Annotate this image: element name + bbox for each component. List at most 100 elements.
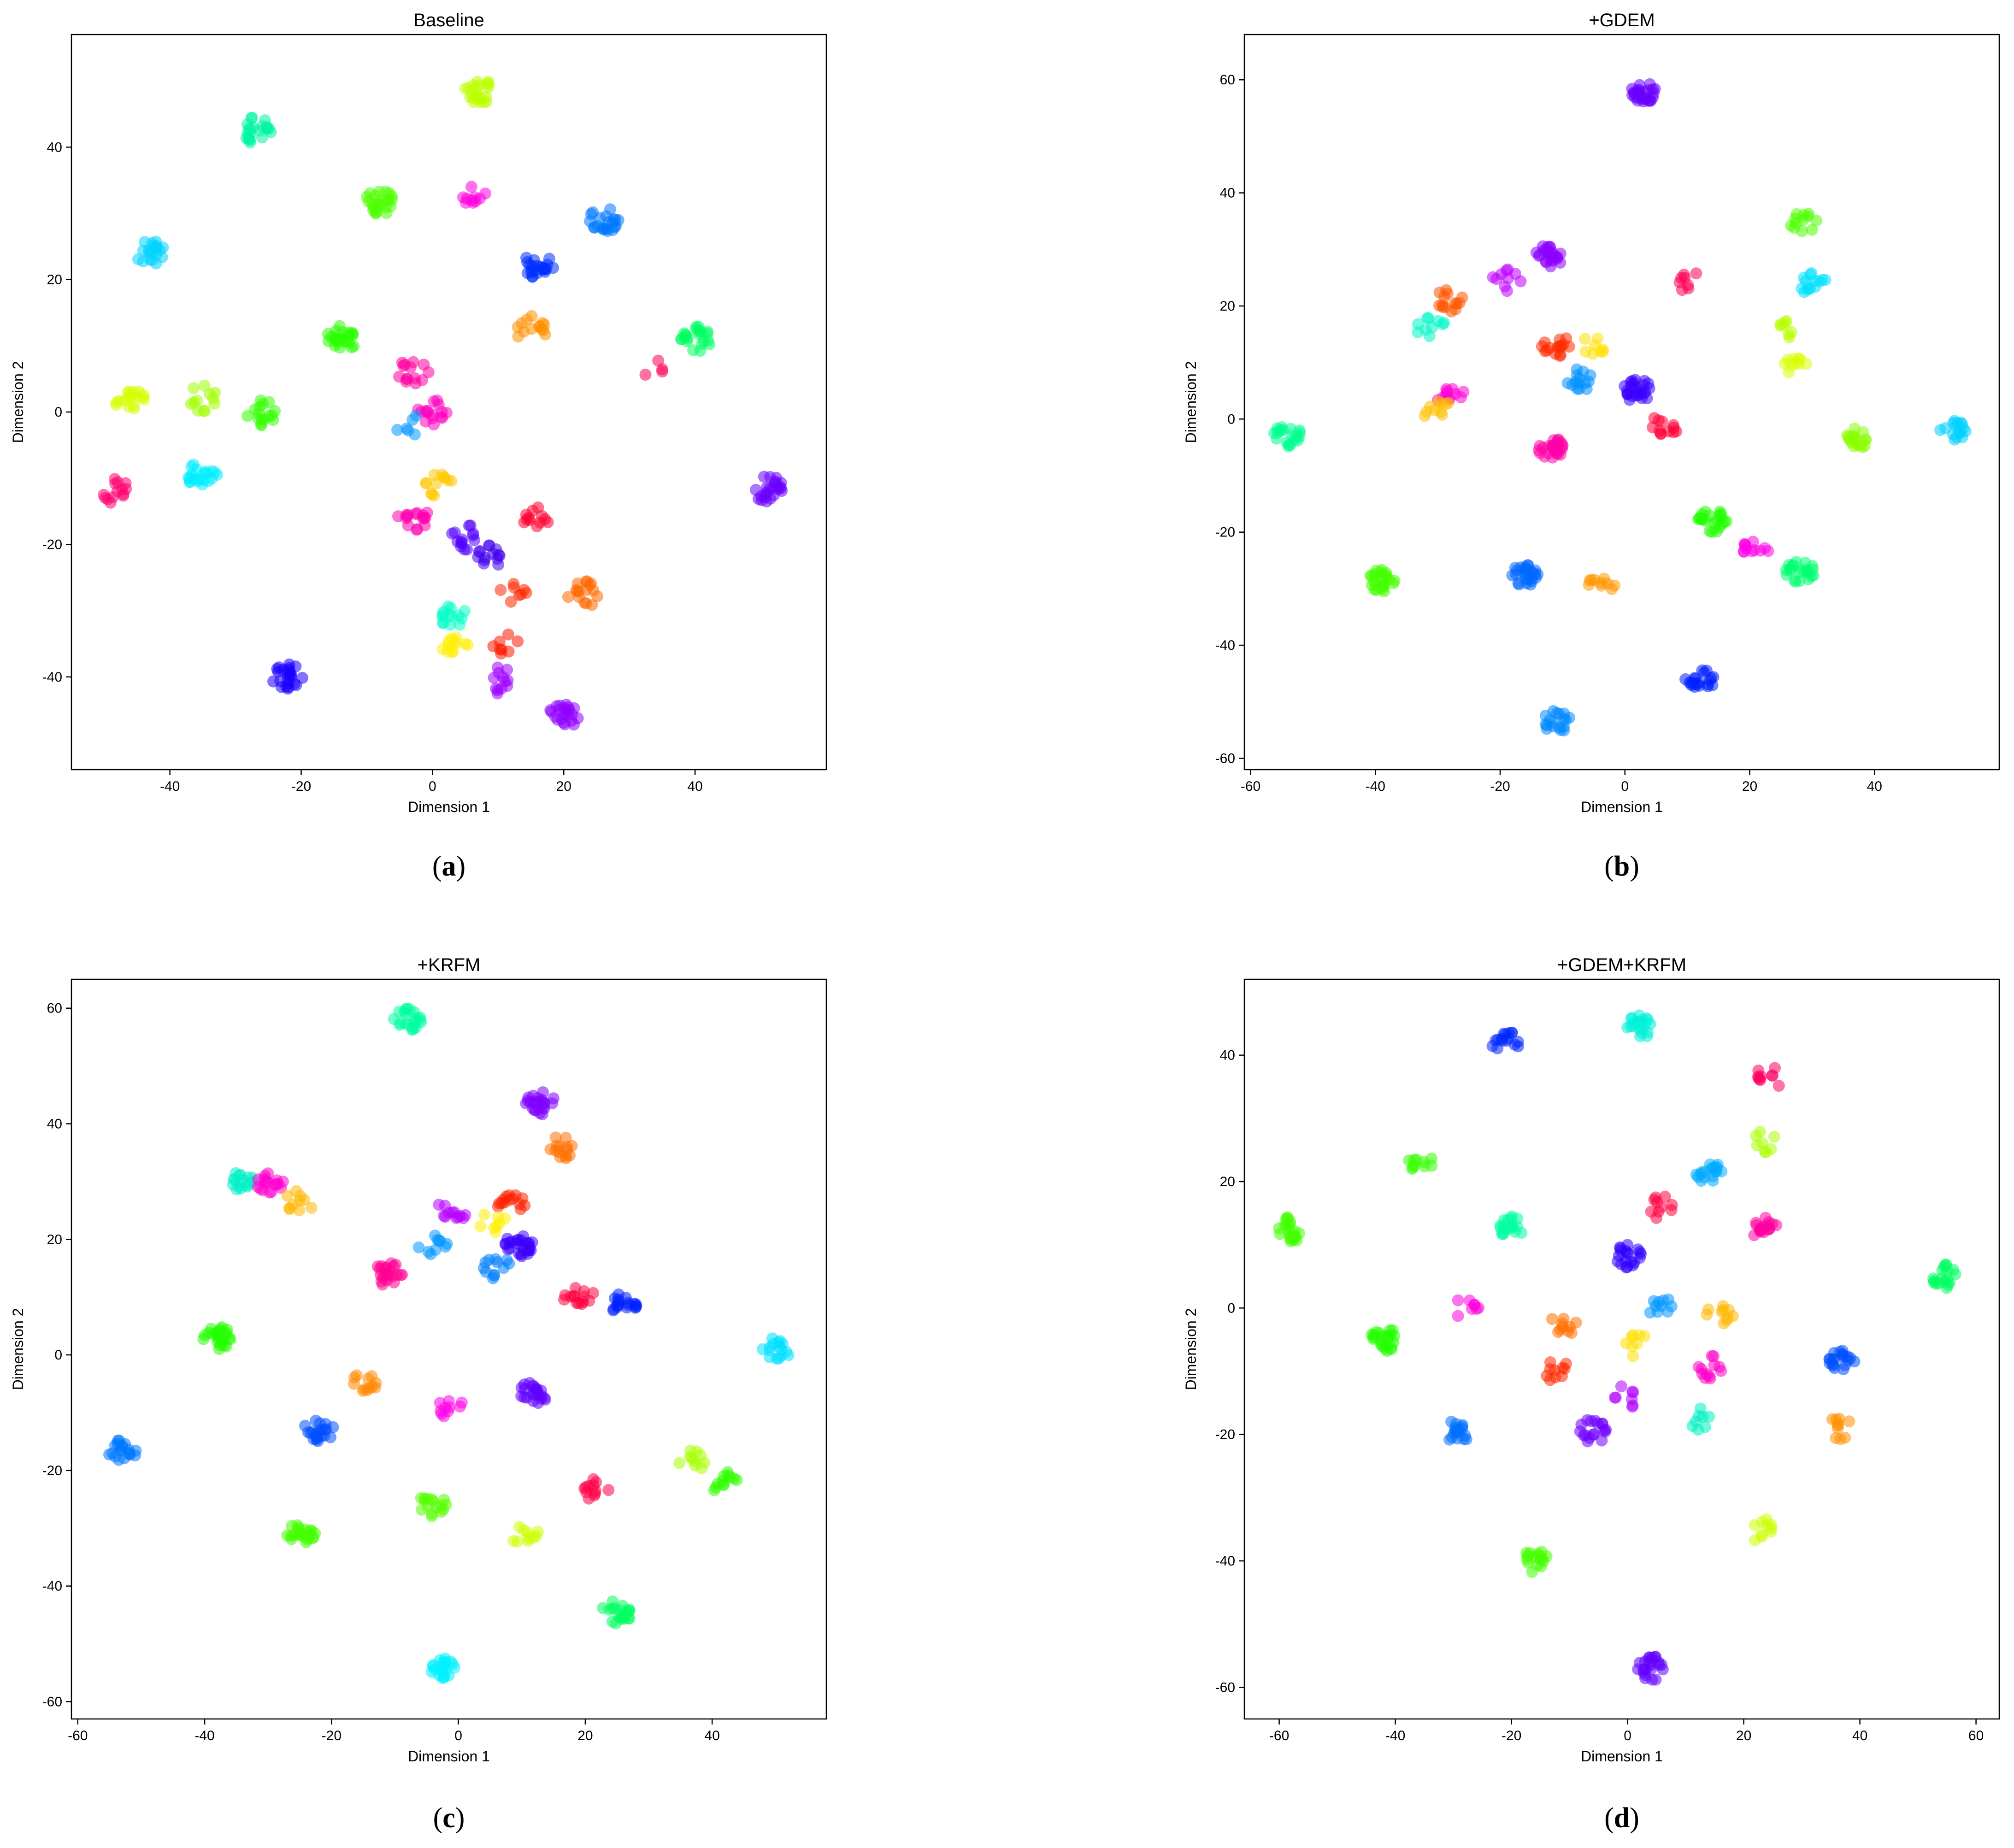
scatter-point [585, 577, 597, 589]
scatter-point [396, 1268, 408, 1281]
scatter-point [467, 91, 479, 104]
scatter-point [307, 1433, 320, 1445]
panel-caption: (c) [433, 1802, 465, 1834]
scatter-point [1435, 406, 1447, 418]
scatter-point [588, 222, 601, 234]
scatter-point [528, 1380, 540, 1393]
scatter-point [347, 328, 359, 340]
scatter-point [520, 513, 533, 526]
scatter-point [456, 533, 468, 546]
scatter-point [1667, 426, 1680, 439]
x-axis-label: Dimension 1 [1581, 799, 1663, 815]
scatter-point [1645, 1206, 1657, 1218]
scatter-point [1749, 1519, 1761, 1531]
x-tick-label: 20 [577, 1728, 593, 1743]
scatter-point [606, 1615, 618, 1628]
scatter-point [1750, 1219, 1763, 1231]
scatter-point [1286, 1231, 1298, 1244]
scatter-point [412, 1241, 425, 1254]
scatter-point [1767, 1070, 1778, 1082]
scatter-point [561, 1141, 573, 1154]
scatter-point [1843, 1415, 1855, 1428]
scatter-point [1834, 1433, 1847, 1445]
scatter-point [630, 1300, 642, 1312]
scatter-point [1625, 1393, 1638, 1405]
x-axis-label: Dimension 1 [408, 1748, 490, 1765]
scatter-point [203, 388, 216, 400]
scatter-point [1578, 333, 1591, 345]
scatter-point [1832, 1418, 1844, 1430]
x-tick-label: 0 [429, 779, 436, 794]
scatter-point [283, 1202, 295, 1214]
scatter-point [1630, 381, 1642, 394]
x-tick-label: -40 [160, 779, 180, 794]
scatter-point [1651, 1306, 1664, 1318]
scatter-point [1512, 577, 1525, 589]
x-axis-ticks: -60 -40 -20 0 20 40 [68, 1719, 720, 1743]
y-axis-label: Dimension 2 [1183, 361, 1199, 443]
scatter-point [515, 1390, 528, 1402]
scatter-point [1646, 1673, 1658, 1686]
scatter-point [265, 1186, 277, 1198]
scatter-point [406, 1021, 419, 1034]
panel-caption: (d) [1604, 1802, 1639, 1834]
x-tick-label: -60 [1241, 779, 1260, 794]
scatter-point [603, 1603, 616, 1616]
scatter-point [1408, 1154, 1420, 1166]
scatter-point [1635, 1248, 1647, 1260]
scatter-point [532, 501, 544, 514]
scatter-point [1539, 709, 1552, 722]
scatter-point [391, 424, 404, 436]
scatter-point [1425, 1159, 1438, 1172]
scatter-point [505, 595, 517, 608]
scatter-point [267, 414, 279, 426]
scatter-point [1544, 1356, 1556, 1368]
scatter-point [117, 489, 130, 502]
panel-title: +GDEM+KRFM [1557, 955, 1686, 975]
scatter-point [415, 1504, 428, 1516]
scatter-point [116, 1440, 128, 1452]
scatter-point [1591, 332, 1604, 345]
y-tick-label: 60 [1220, 72, 1235, 88]
scatter-point [1449, 297, 1461, 310]
plot-frame [71, 34, 827, 771]
y-tick-label: 0 [1227, 1301, 1235, 1316]
scatter-point [547, 1092, 559, 1105]
scatter-point [1376, 1340, 1389, 1353]
caption-paren: ) [455, 1802, 465, 1834]
panel-caption: (a) [432, 851, 465, 882]
scatter-point [495, 584, 507, 596]
scatter-point [1283, 439, 1295, 451]
scatter-point [1621, 1021, 1633, 1034]
scatter-point [1276, 421, 1288, 433]
scatter-point [1502, 263, 1514, 276]
scatter-point [1563, 341, 1575, 353]
scatter-point [602, 1484, 615, 1496]
y-tick-label: 0 [54, 1348, 62, 1363]
scatter-point [1768, 1130, 1780, 1143]
scatter-point [272, 1178, 284, 1190]
scatter-point [750, 484, 762, 496]
scatter-point [435, 1405, 447, 1417]
scatter-point [284, 666, 296, 679]
scatter-point [1774, 318, 1787, 330]
scatter-point [1554, 348, 1566, 361]
scatter-point [530, 264, 542, 277]
scatter-point [1655, 428, 1667, 440]
scatter-point [1565, 1327, 1578, 1339]
scatter-point [541, 259, 554, 271]
scatter-point [240, 132, 253, 144]
scatter-point [1376, 583, 1388, 595]
scatter-point [271, 663, 283, 675]
scatter-point [491, 1220, 503, 1232]
scatter-point [463, 519, 475, 532]
scatter-point [1708, 1359, 1720, 1371]
scatter-point [1558, 724, 1570, 737]
scatter-point [1615, 1380, 1627, 1393]
scatter-point [1542, 241, 1554, 253]
scatter-point [1452, 1310, 1464, 1322]
scatter-point [363, 1382, 376, 1395]
scatter-point [410, 409, 422, 422]
scatter-point [437, 616, 449, 629]
